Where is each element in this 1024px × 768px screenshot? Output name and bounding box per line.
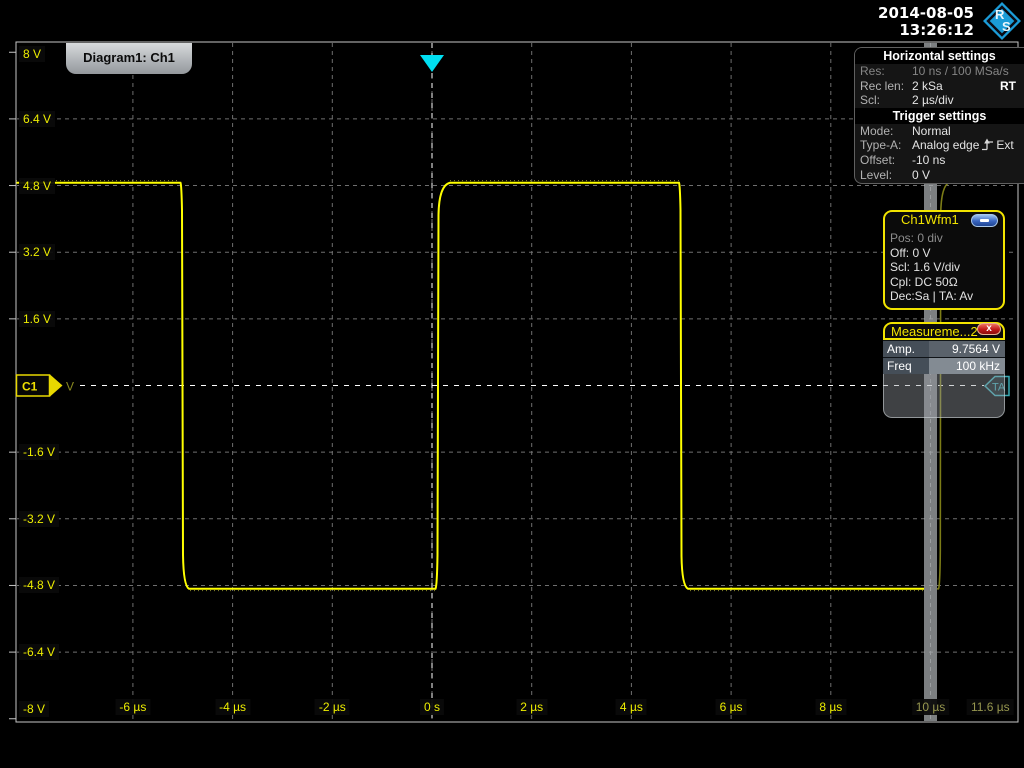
svg-text:C1: C1 — [22, 380, 38, 394]
settings-row[interactable]: Level: 0 V — [860, 167, 931, 182]
y-axis-label: -4.8 V — [19, 577, 60, 594]
x-axis-label: -6 µs — [115, 699, 151, 715]
trigger-settings-header: Trigger settings — [855, 107, 1024, 124]
settings-row[interactable]: Scl: 2 µs/div — [860, 93, 954, 108]
measurement-row: Amp. 9.7564 V — [883, 340, 1005, 357]
trigger-marker-icon[interactable] — [420, 55, 444, 72]
x-axis-label: -2 µs — [314, 699, 350, 715]
rising-edge-icon — [982, 138, 994, 151]
ch1wfm1-signal-box[interactable]: Ch1Wfm1 Pos: 0 div Off: 0 V Scl: 1.6 V/div… — [883, 210, 1005, 310]
channel-c1-tag[interactable]: C1 V — [15, 374, 81, 397]
svg-text:V: V — [66, 380, 74, 394]
x-axis-label: 0 s — [419, 699, 445, 715]
y-axis-label: 4.8 V — [19, 177, 56, 194]
measurement-box-body — [883, 374, 1005, 418]
close-icon[interactable]: x — [977, 323, 1001, 335]
y-axis-label: 8 V — [19, 46, 46, 63]
x-axis-label: 2 µs — [516, 699, 548, 715]
rohde-schwarz-logo-icon: R S — [983, 2, 1021, 40]
settings-row[interactable]: Res: 10 ns / 100 MSa/s — [860, 64, 1009, 78]
y-axis-label: -3.2 V — [19, 510, 60, 527]
wfm-param-row: Dec:Sa | TA: Av — [890, 289, 974, 304]
date-text: 2014-08-05 — [878, 4, 974, 22]
settings-row[interactable]: Type-A: Analog edge Ext — [860, 138, 1014, 153]
x-axis-label: 4 µs — [615, 699, 647, 715]
svg-text:TA: TA — [992, 382, 1006, 394]
datetime-display: 2014-08-05 13:26:12 — [878, 5, 974, 39]
y-axis-label: 1.6 V — [19, 310, 56, 327]
ch1wfm1-rows: Pos: 0 div Off: 0 V Scl: 1.6 V/div Cpl: DC … — [885, 229, 1003, 308]
rt-badge: RT — [1000, 78, 1016, 93]
settings-row[interactable]: Offset: -10 ns — [860, 152, 946, 167]
measurement-row: Freq 100 kHz — [883, 357, 1005, 374]
settings-panel[interactable]: Horizontal settings Res: 10 ns / 100 MSa/… — [854, 47, 1024, 184]
x-axis-label: 10 µs — [911, 699, 950, 715]
ch1wfm1-title: Ch1Wfm1 — [901, 212, 959, 227]
x-axis-label: 8 µs — [815, 699, 847, 715]
measurement-title: Measureme...2 — [883, 322, 1005, 340]
y-axis-label: -8 V — [19, 700, 50, 717]
horizontal-settings-rows: Res: 10 ns / 100 MSa/s Rec len: 2 kSa RT Scl:… — [855, 64, 1024, 108]
measurement-box[interactable]: Measureme...2 x Amp. 9.7564 V Freq 100 kHz — [883, 322, 1005, 418]
measurement-rows: Amp. 9.7564 V Freq 100 kHz — [883, 340, 1005, 374]
waveform-trace-dim — [937, 181, 1017, 590]
svg-text:R: R — [995, 7, 1005, 22]
y-axis-label: -1.6 V — [19, 444, 60, 461]
y-axis-label: 6.4 V — [19, 110, 56, 127]
wfm-param-row: Cpl: DC 50Ω — [890, 274, 958, 289]
x-axis-label: 11.6 µs — [966, 699, 1014, 715]
y-axis-label: 3.2 V — [19, 244, 56, 261]
diagram-tab[interactable]: Diagram1: Ch1 — [66, 43, 192, 74]
horizontal-settings-header: Horizontal settings — [855, 48, 1024, 64]
y-axis-label: -6.4 V — [19, 644, 60, 661]
wfm-param-row: Pos: 0 div — [890, 231, 943, 245]
wfm-param-row: Scl: 1.6 V/div — [890, 260, 961, 275]
settings-row[interactable]: Rec len: 2 kSa RT — [860, 78, 1016, 93]
settings-row[interactable]: Mode: Normal — [860, 123, 951, 138]
svg-text:S: S — [1002, 19, 1011, 34]
x-axis-label: 6 µs — [715, 699, 747, 715]
waveform-trace — [16, 181, 924, 590]
wfm-param-row: Off: 0 V — [890, 245, 931, 260]
minimize-button[interactable] — [971, 214, 998, 227]
x-axis-label: -4 µs — [215, 699, 251, 715]
time-text: 13:26:12 — [899, 21, 974, 39]
trigger-settings-rows: Mode: Normal Type-A: Analog edge Ext Offset:… — [855, 124, 1024, 182]
